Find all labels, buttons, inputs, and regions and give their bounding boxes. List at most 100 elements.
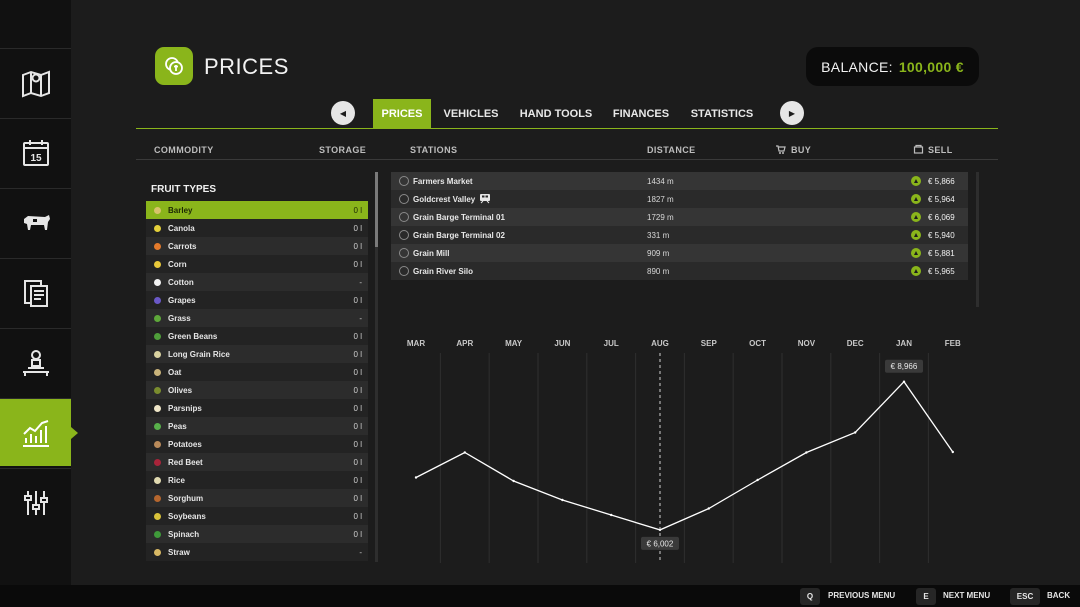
fruit-row[interactable]: Long Grain Rice 0 l xyxy=(146,345,368,363)
price-point xyxy=(414,476,418,479)
fruit-icon xyxy=(151,438,163,450)
station-row[interactable]: Grain River Silo 890 m € 5,965 xyxy=(391,262,968,280)
fruit-row[interactable]: Soybeans 0 l xyxy=(146,507,368,525)
fruit-row[interactable]: Peas 0 l xyxy=(146,417,368,435)
fruit-row[interactable]: Spinach 0 l xyxy=(146,525,368,543)
fruit-list-scroll-thumb[interactable] xyxy=(375,172,378,247)
key-q[interactable]: Q xyxy=(800,588,820,605)
tab-prev-button[interactable]: ◀ xyxy=(331,101,355,125)
station-sell-price: € 5,965 xyxy=(928,266,955,276)
station-row[interactable]: Grain Mill 909 m € 5,881 xyxy=(391,244,968,262)
fruit-storage: 0 l xyxy=(353,331,362,341)
tab-prices[interactable]: PRICES xyxy=(373,99,431,128)
fruit-types-title: FRUIT TYPES xyxy=(151,184,217,195)
sidebar-item-map[interactable] xyxy=(0,48,71,116)
station-distance: 890 m xyxy=(647,266,670,276)
fruit-row[interactable]: Oat 0 l xyxy=(146,363,368,381)
previous-menu-button[interactable]: PREVIOUS MENU xyxy=(828,591,896,600)
fruit-name: Green Beans xyxy=(168,331,218,341)
column-distance: DISTANCE xyxy=(647,145,696,155)
fruit-icon xyxy=(151,204,163,216)
station-hotspot-icon xyxy=(399,194,409,204)
fruit-name: Red Beet xyxy=(168,457,203,467)
fruit-storage: 0 l xyxy=(353,493,362,503)
fruit-storage: - xyxy=(359,547,362,557)
buy-icon xyxy=(776,145,786,154)
fruit-list: Barley 0 l Canola 0 l Carrots 0 l Corn 0 l Cotto… xyxy=(146,201,368,561)
station-row[interactable]: Grain Barge Terminal 02 331 m € 5,940 xyxy=(391,226,968,244)
fruit-list-scrollbar[interactable] xyxy=(375,172,378,562)
fruit-row[interactable]: Carrots 0 l xyxy=(146,237,368,255)
fruit-row[interactable]: Olives 0 l xyxy=(146,381,368,399)
station-name: Grain Mill xyxy=(413,248,450,258)
fruit-storage: 0 l xyxy=(353,259,362,269)
tab-hand-tools[interactable]: HAND TOOLS xyxy=(519,107,593,120)
svg-text:15: 15 xyxy=(30,153,42,164)
station-name: Grain Barge Terminal 01 xyxy=(413,212,505,222)
station-row[interactable]: Farmers Market 1434 m € 5,866 xyxy=(391,172,968,190)
sidebar-item-settings[interactable] xyxy=(0,468,71,536)
fruit-name: Peas xyxy=(168,421,187,431)
tab-statistics[interactable]: STATISTICS xyxy=(690,107,754,120)
fruit-row[interactable]: Sorghum 0 l xyxy=(146,489,368,507)
fruit-icon xyxy=(151,456,163,468)
station-sell-price: € 5,881 xyxy=(928,248,955,258)
fruit-row[interactable]: Parsnips 0 l xyxy=(146,399,368,417)
cow-icon xyxy=(23,214,50,230)
fruit-row[interactable]: Grapes 0 l xyxy=(146,291,368,309)
fruit-storage: 0 l xyxy=(353,529,362,539)
station-distance: 331 m xyxy=(647,230,670,240)
fruit-icon xyxy=(151,258,163,270)
fruit-name: Rice xyxy=(168,475,185,485)
calendar-icon: 15 xyxy=(22,139,49,166)
fruit-row[interactable]: Canola 0 l xyxy=(146,219,368,237)
tab-vehicles[interactable]: VEHICLES xyxy=(443,107,499,120)
map-icon xyxy=(21,70,50,97)
price-chart: MAR APR MAY JUN JUL AUG SEP OCT NOV DEC JAN FEB € 8,… xyxy=(391,335,978,565)
station-row[interactable]: Grain Barge Terminal 01 1729 m € 6,069 xyxy=(391,208,968,226)
balance-label: BALANCE: xyxy=(821,58,893,75)
column-commodity: COMMODITY xyxy=(154,145,214,155)
chart-month-label: JAN xyxy=(896,339,912,348)
fruit-row[interactable]: Rice 0 l xyxy=(146,471,368,489)
key-esc[interactable]: ESC xyxy=(1010,588,1040,605)
sidebar-item-calendar[interactable]: 15 xyxy=(0,118,71,186)
column-buy: BUY xyxy=(791,145,812,155)
stations-table: Farmers Market 1434 m € 5,866 Goldcrest Val… xyxy=(391,172,968,280)
fruit-row[interactable]: Green Beans 0 l xyxy=(146,327,368,345)
sidebar-item-production[interactable] xyxy=(0,328,71,396)
station-name: Grain River Silo xyxy=(413,266,474,276)
fruit-name: Parsnips xyxy=(168,403,202,413)
fruit-name: Grapes xyxy=(168,295,196,305)
key-e[interactable]: E xyxy=(916,588,936,605)
next-menu-button[interactable]: NEXT MENU xyxy=(943,591,991,600)
fruit-icon xyxy=(151,546,163,558)
fruit-row[interactable]: Corn 0 l xyxy=(146,255,368,273)
fruit-storage: 0 l xyxy=(353,439,362,449)
fruit-row[interactable]: Red Beet 0 l xyxy=(146,453,368,471)
price-annotation-label: € 6,002 xyxy=(647,539,674,548)
fruit-icon xyxy=(151,240,163,252)
fruit-row[interactable]: Grass - xyxy=(146,309,368,327)
sidebar-item-animals[interactable] xyxy=(0,188,71,256)
tab-next-button[interactable]: ▶ xyxy=(780,101,804,125)
fruit-row[interactable]: Straw - xyxy=(146,543,368,561)
back-button[interactable]: BACK xyxy=(1047,591,1071,600)
sidebar-item-prices[interactable] xyxy=(0,398,78,466)
price-point xyxy=(902,380,906,383)
fruit-row[interactable]: Potatoes 0 l xyxy=(146,435,368,453)
fruit-icon xyxy=(151,402,163,414)
tab-finances[interactable]: FINANCES xyxy=(612,107,670,120)
chart-month-label: MAR xyxy=(407,339,425,348)
chart-month-label: NOV xyxy=(798,339,816,348)
price-point xyxy=(610,513,613,517)
column-sell: SELL xyxy=(928,145,953,155)
sidebar-item-contracts[interactable] xyxy=(0,258,71,326)
chart-month-label: MAY xyxy=(505,339,523,348)
fruit-row[interactable]: Barley 0 l xyxy=(146,201,368,219)
fruit-row[interactable]: Cotton - xyxy=(146,273,368,291)
chart-month-label: SEP xyxy=(701,339,718,348)
fruit-name: Grass xyxy=(168,313,191,323)
stations-scrollbar[interactable] xyxy=(976,172,979,307)
station-row[interactable]: Goldcrest Valley 1827 m € 5,964 xyxy=(391,190,968,208)
